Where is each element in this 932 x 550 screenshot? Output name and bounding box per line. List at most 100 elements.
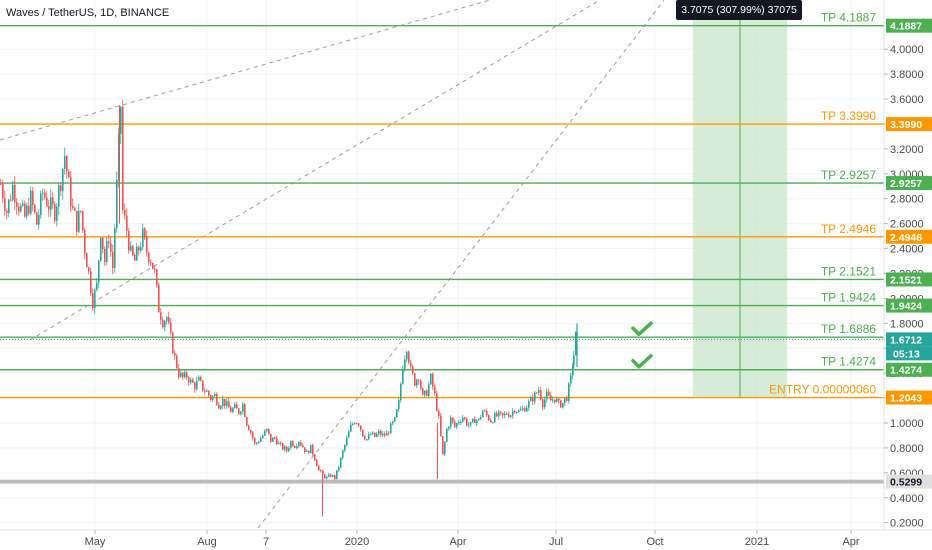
candle-body	[396, 409, 398, 418]
candle-body	[550, 395, 552, 401]
candle-body	[482, 410, 484, 418]
candle-body	[400, 384, 402, 401]
candle-body	[564, 398, 566, 403]
upper-trend-line	[0, 0, 491, 141]
y-tick-label-15: 3.2000	[890, 144, 924, 156]
x-tick-label-3: 2020	[345, 536, 369, 548]
candle-body	[34, 204, 36, 213]
candle-body	[304, 447, 306, 452]
y-tick-label-11: 2.4000	[890, 244, 924, 256]
candle-body	[38, 215, 40, 225]
candle-body	[573, 355, 575, 366]
candle-body	[572, 365, 574, 376]
candle-body	[454, 421, 456, 427]
candle-body	[14, 184, 16, 203]
candle-body	[402, 368, 404, 385]
candle-body	[160, 312, 162, 320]
candle-body	[174, 353, 176, 356]
candle-body	[306, 450, 308, 452]
candle-body	[458, 422, 460, 424]
candle-body	[408, 351, 410, 363]
candle-body	[294, 446, 296, 448]
candle-body	[540, 390, 542, 400]
level-label-4: TP 2.1521	[821, 264, 876, 278]
candle-body	[118, 133, 120, 181]
candle-body	[324, 474, 326, 479]
candle-body	[2, 183, 4, 199]
candle-body	[46, 197, 48, 207]
candle-body	[292, 441, 294, 447]
candle-body	[28, 205, 30, 214]
level-label-2: TP 2.9257	[821, 168, 876, 182]
candle-body	[428, 384, 430, 396]
candle-body	[24, 203, 26, 217]
candle-body	[376, 433, 378, 437]
candle-body	[254, 438, 256, 444]
candle-body	[244, 404, 246, 417]
candle-body	[124, 210, 126, 216]
candle-body	[492, 422, 494, 424]
candle-body	[364, 436, 366, 440]
candle-body	[360, 425, 362, 430]
candle-body	[344, 445, 346, 451]
candle-body	[478, 418, 480, 421]
candle-body	[336, 470, 338, 479]
candle-body	[190, 379, 192, 383]
candle-body	[270, 433, 272, 442]
candle-body	[516, 411, 518, 413]
candle-body	[6, 210, 8, 213]
candle-body	[146, 237, 148, 253]
candle-body	[162, 319, 164, 328]
candle-body	[406, 351, 408, 360]
candle-body	[508, 414, 510, 417]
candle-body	[110, 243, 112, 252]
candle-body	[528, 401, 530, 408]
candle-body	[562, 402, 564, 408]
time-axis[interactable]: May Aug 7 2020 Apr Jul Oct 2021 Apr	[85, 530, 860, 548]
price-tag-text-5: 1.9424	[890, 301, 922, 313]
candle-body	[250, 430, 252, 433]
x-tick-label-7: 2021	[745, 536, 769, 548]
level-label-6: TP 1.6886	[821, 322, 876, 336]
candle-body	[30, 190, 32, 214]
candle-body	[524, 408, 526, 412]
candle-body	[22, 203, 24, 206]
candle-body	[342, 450, 344, 458]
candle-body	[512, 411, 514, 416]
candle-body	[534, 392, 536, 402]
check-icon	[631, 353, 653, 369]
candle-body	[552, 399, 554, 401]
candle-body	[140, 247, 142, 251]
candle-body	[462, 417, 464, 422]
candle-body	[8, 199, 10, 213]
candle-body	[266, 428, 268, 432]
candle-body	[526, 407, 528, 412]
y-tick-label-18: 3.8000	[890, 69, 924, 81]
candle-body	[480, 417, 482, 419]
candle-body	[262, 435, 264, 439]
candle-body	[96, 282, 98, 290]
level-label-7: TP 1.4274	[821, 355, 876, 369]
candle-body	[470, 422, 472, 425]
candle-body	[60, 185, 62, 191]
candle-body	[558, 398, 560, 401]
candle-body	[536, 392, 538, 394]
candle-body	[256, 442, 258, 444]
candle-body	[368, 434, 370, 440]
measure-tooltip: 3.7075 (307.99%) 37075	[676, 0, 802, 20]
candle-body	[32, 190, 34, 205]
candle-body	[320, 470, 322, 472]
candle-body	[566, 398, 568, 401]
candle-body	[42, 192, 44, 194]
candle-body	[72, 205, 74, 208]
candle-body	[440, 415, 442, 437]
x-tick-label-4: Apr	[449, 536, 466, 548]
candle-body	[530, 397, 532, 402]
candle-body	[278, 442, 280, 445]
price-tag-text-4: 2.1521	[890, 274, 922, 286]
svg-text:1.6712: 1.6712	[890, 334, 922, 346]
candle-body	[354, 423, 356, 425]
candle-body	[234, 404, 236, 409]
candle-body	[194, 382, 196, 390]
